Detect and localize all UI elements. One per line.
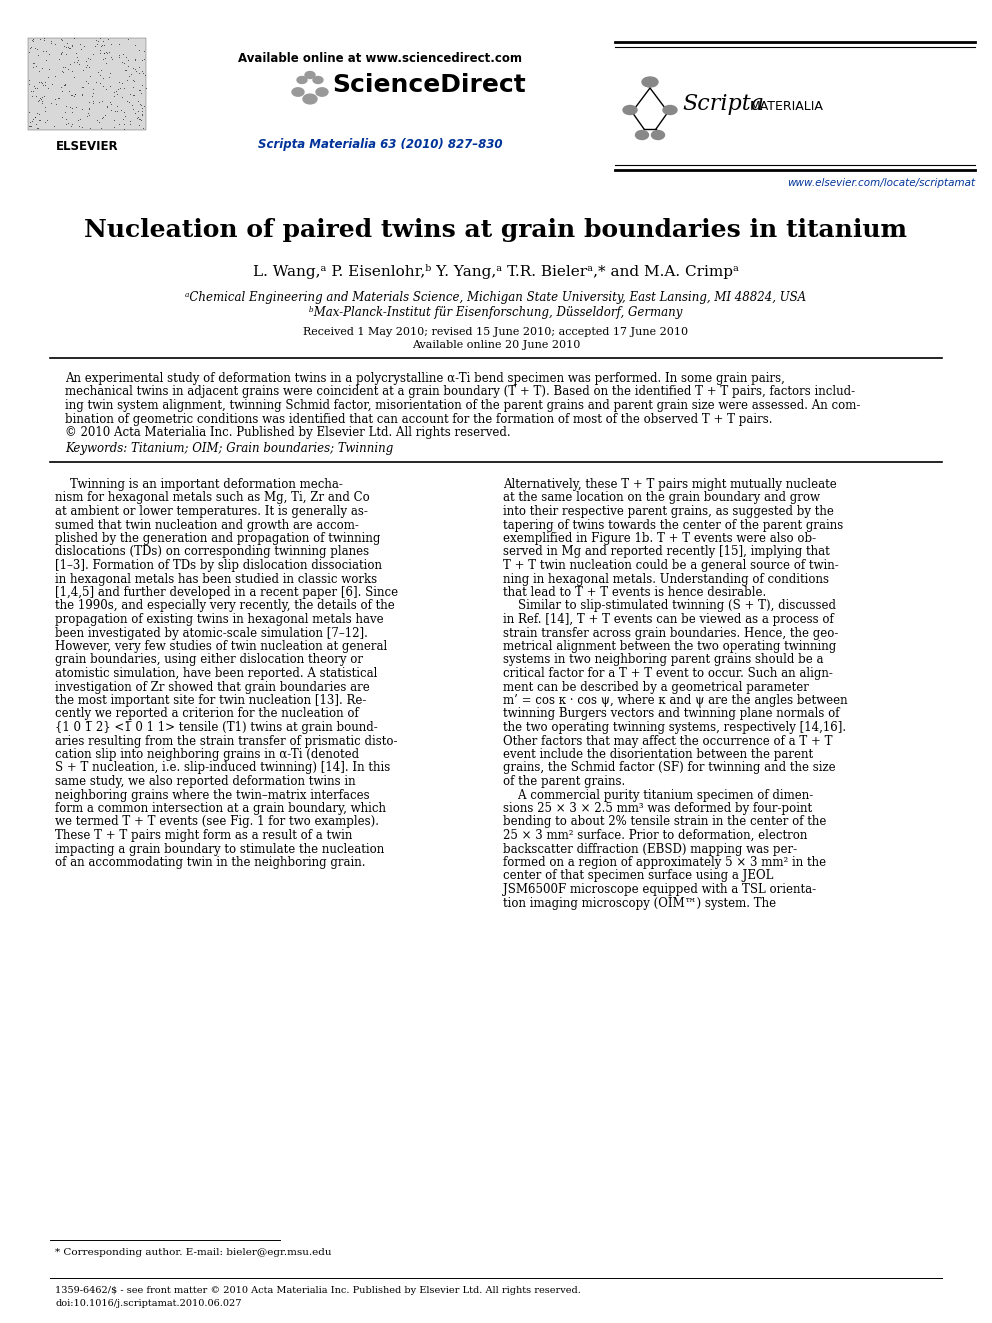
Text: * Corresponding author. E-mail: bieler@egr.msu.edu: * Corresponding author. E-mail: bieler@e… xyxy=(55,1248,331,1257)
Text: sions 25 × 3 × 2.5 mm³ was deformed by four-point: sions 25 × 3 × 2.5 mm³ was deformed by f… xyxy=(503,802,812,815)
Text: [1,4,5] and further developed in a recent paper [6]. Since: [1,4,5] and further developed in a recen… xyxy=(55,586,398,599)
Text: Other factors that may affect the occurrence of a T + T: Other factors that may affect the occurr… xyxy=(503,734,832,747)
Text: grains, the Schmid factor (SF) for twinning and the size: grains, the Schmid factor (SF) for twinn… xyxy=(503,762,835,774)
Text: Alternatively, these T + T pairs might mutually nucleate: Alternatively, these T + T pairs might m… xyxy=(503,478,836,491)
Text: in Ref. [14], T + T events can be viewed as a process of: in Ref. [14], T + T events can be viewed… xyxy=(503,613,833,626)
Text: 25 × 3 mm² surface. Prior to deformation, electron: 25 × 3 mm² surface. Prior to deformation… xyxy=(503,830,807,841)
Text: A commercial purity titanium specimen of dimen-: A commercial purity titanium specimen of… xyxy=(503,789,813,802)
Text: systems in two neighboring parent grains should be a: systems in two neighboring parent grains… xyxy=(503,654,823,667)
Text: Keywords: Titanium; OIM; Grain boundaries; Twinning: Keywords: Titanium; OIM; Grain boundarie… xyxy=(65,442,393,455)
Ellipse shape xyxy=(623,106,637,115)
Text: backscatter diffraction (EBSD) mapping was per-: backscatter diffraction (EBSD) mapping w… xyxy=(503,843,798,856)
Text: bending to about 2% tensile strain in the center of the: bending to about 2% tensile strain in th… xyxy=(503,815,826,828)
Text: at ambient or lower temperatures. It is generally as-: at ambient or lower temperatures. It is … xyxy=(55,505,368,519)
Text: into their respective parent grains, as suggested by the: into their respective parent grains, as … xyxy=(503,505,834,519)
Text: ᵇMax-Planck-Institut für Eisenforschung, Düsseldorf, Germany: ᵇMax-Planck-Institut für Eisenforschung,… xyxy=(310,306,682,319)
Text: © 2010 Acta Materialia Inc. Published by Elsevier Ltd. All rights reserved.: © 2010 Acta Materialia Inc. Published by… xyxy=(65,426,511,439)
Ellipse shape xyxy=(636,131,649,139)
Text: event include the disorientation between the parent: event include the disorientation between… xyxy=(503,747,813,761)
Ellipse shape xyxy=(313,77,323,83)
Text: L. Wang,ᵃ P. Eisenlohr,ᵇ Y. Yang,ᵃ T.R. Bielerᵃ,* and M.A. Crimpᵃ: L. Wang,ᵃ P. Eisenlohr,ᵇ Y. Yang,ᵃ T.R. … xyxy=(253,265,739,279)
FancyBboxPatch shape xyxy=(28,38,146,130)
Ellipse shape xyxy=(652,131,665,139)
Ellipse shape xyxy=(663,106,677,115)
Text: cently we reported a criterion for the nucleation of: cently we reported a criterion for the n… xyxy=(55,708,359,721)
Ellipse shape xyxy=(297,77,307,83)
Text: Twinning is an important deformation mecha-: Twinning is an important deformation mec… xyxy=(55,478,343,491)
Text: propagation of existing twins in hexagonal metals have: propagation of existing twins in hexagon… xyxy=(55,613,384,626)
Text: critical factor for a T + T event to occur. Such an align-: critical factor for a T + T event to occ… xyxy=(503,667,833,680)
Text: ment can be described by a geometrical parameter: ment can be described by a geometrical p… xyxy=(503,680,808,693)
Text: at the same location on the grain boundary and grow: at the same location on the grain bounda… xyxy=(503,492,820,504)
Text: plished by the generation and propagation of twinning: plished by the generation and propagatio… xyxy=(55,532,380,545)
Text: cation slip into neighboring grains in α-Ti (denoted: cation slip into neighboring grains in α… xyxy=(55,747,359,761)
Text: S + T nucleation, i.e. slip-induced twinning) [14]. In this: S + T nucleation, i.e. slip-induced twin… xyxy=(55,762,390,774)
Text: Scripta: Scripta xyxy=(682,93,764,115)
Text: dislocations (TDs) on corresponding twinning planes: dislocations (TDs) on corresponding twin… xyxy=(55,545,369,558)
Text: we termed T + T events (see Fig. 1 for two examples).: we termed T + T events (see Fig. 1 for t… xyxy=(55,815,379,828)
Text: www.elsevier.com/locate/scriptamat: www.elsevier.com/locate/scriptamat xyxy=(787,179,975,188)
Text: ning in hexagonal metals. Understanding of conditions: ning in hexagonal metals. Understanding … xyxy=(503,573,829,586)
Text: ScienceDirect: ScienceDirect xyxy=(332,73,526,97)
Text: formed on a region of approximately 5 × 3 mm² in the: formed on a region of approximately 5 × … xyxy=(503,856,826,869)
Text: {1 0 1̅ 2} <1̅ 0 1 1> tensile (T1) twins at grain bound-: {1 0 1̅ 2} <1̅ 0 1 1> tensile (T1) twins… xyxy=(55,721,378,734)
Text: atomistic simulation, have been reported. A statistical: atomistic simulation, have been reported… xyxy=(55,667,377,680)
Text: MATERIALIA: MATERIALIA xyxy=(750,101,824,112)
Text: of the parent grains.: of the parent grains. xyxy=(503,775,625,789)
Text: However, very few studies of twin nucleation at general: However, very few studies of twin nuclea… xyxy=(55,640,387,654)
Text: the two operating twinning systems, respectively [14,16].: the two operating twinning systems, resp… xyxy=(503,721,846,734)
Text: JSM6500F microscope equipped with a TSL orienta-: JSM6500F microscope equipped with a TSL … xyxy=(503,882,816,896)
Text: Received 1 May 2010; revised 15 June 2010; accepted 17 June 2010: Received 1 May 2010; revised 15 June 201… xyxy=(304,327,688,337)
Text: sumed that twin nucleation and growth are accom-: sumed that twin nucleation and growth ar… xyxy=(55,519,359,532)
Text: neighboring grains where the twin–matrix interfaces: neighboring grains where the twin–matrix… xyxy=(55,789,370,802)
Text: center of that specimen surface using a JEOL: center of that specimen surface using a … xyxy=(503,869,774,882)
Text: impacting a grain boundary to stimulate the nucleation: impacting a grain boundary to stimulate … xyxy=(55,843,384,856)
Text: m’ = cos κ · cos ψ, where κ and ψ are the angles between: m’ = cos κ · cos ψ, where κ and ψ are th… xyxy=(503,695,847,706)
Text: aries resulting from the strain transfer of prismatic disto-: aries resulting from the strain transfer… xyxy=(55,734,398,747)
Text: been investigated by atomic-scale simulation [7–12].: been investigated by atomic-scale simula… xyxy=(55,627,368,639)
Text: Similar to slip-stimulated twinning (S + T), discussed: Similar to slip-stimulated twinning (S +… xyxy=(503,599,836,613)
Text: Available online 20 June 2010: Available online 20 June 2010 xyxy=(412,340,580,351)
Text: Nucleation of paired twins at grain boundaries in titanium: Nucleation of paired twins at grain boun… xyxy=(84,218,908,242)
Text: Scripta Materialia 63 (2010) 827–830: Scripta Materialia 63 (2010) 827–830 xyxy=(258,138,502,151)
Ellipse shape xyxy=(292,87,304,97)
Text: nism for hexagonal metals such as Mg, Ti, Zr and Co: nism for hexagonal metals such as Mg, Ti… xyxy=(55,492,370,504)
Ellipse shape xyxy=(316,87,328,97)
Text: grain boundaries, using either dislocation theory or: grain boundaries, using either dislocati… xyxy=(55,654,363,667)
Text: doi:10.1016/j.scriptamat.2010.06.027: doi:10.1016/j.scriptamat.2010.06.027 xyxy=(55,1299,241,1308)
Text: investigation of Zr showed that grain boundaries are: investigation of Zr showed that grain bo… xyxy=(55,680,370,693)
Text: the most important site for twin nucleation [13]. Re-: the most important site for twin nucleat… xyxy=(55,695,366,706)
Text: in hexagonal metals has been studied in classic works: in hexagonal metals has been studied in … xyxy=(55,573,377,586)
Text: that lead to T + T events is hence desirable.: that lead to T + T events is hence desir… xyxy=(503,586,766,599)
Text: tion imaging microscopy (OIM™) system. The: tion imaging microscopy (OIM™) system. T… xyxy=(503,897,776,909)
Text: same study, we also reported deformation twins in: same study, we also reported deformation… xyxy=(55,775,355,789)
Text: ᵃChemical Engineering and Materials Science, Michigan State University, East Lan: ᵃChemical Engineering and Materials Scie… xyxy=(186,291,806,304)
Text: Available online at www.sciencedirect.com: Available online at www.sciencedirect.co… xyxy=(238,52,522,65)
Text: the 1990s, and especially very recently, the details of the: the 1990s, and especially very recently,… xyxy=(55,599,395,613)
Text: metrical alignment between the two operating twinning: metrical alignment between the two opera… xyxy=(503,640,836,654)
Text: ing twin system alignment, twinning Schmid factor, misorientation of the parent : ing twin system alignment, twinning Schm… xyxy=(65,400,860,411)
Text: T + T twin nucleation could be a general source of twin-: T + T twin nucleation could be a general… xyxy=(503,560,839,572)
Text: bination of geometric conditions was identified that can account for the formati: bination of geometric conditions was ide… xyxy=(65,413,773,426)
Text: of an accommodating twin in the neighboring grain.: of an accommodating twin in the neighbor… xyxy=(55,856,365,869)
Ellipse shape xyxy=(305,71,315,78)
Text: twinning Burgers vectors and twinning plane normals of: twinning Burgers vectors and twinning pl… xyxy=(503,708,839,721)
Text: exemplified in Figure 1b. T + T events were also ob-: exemplified in Figure 1b. T + T events w… xyxy=(503,532,816,545)
Text: form a common intersection at a grain boundary, which: form a common intersection at a grain bo… xyxy=(55,802,386,815)
Text: served in Mg and reported recently [15], implying that: served in Mg and reported recently [15],… xyxy=(503,545,829,558)
Text: ELSEVIER: ELSEVIER xyxy=(56,140,118,153)
Text: An experimental study of deformation twins in a polycrystalline α-Ti bend specim: An experimental study of deformation twi… xyxy=(65,372,785,385)
Text: strain transfer across grain boundaries. Hence, the geo-: strain transfer across grain boundaries.… xyxy=(503,627,838,639)
Text: These T + T pairs might form as a result of a twin: These T + T pairs might form as a result… xyxy=(55,830,352,841)
Text: mechanical twins in adjacent grains were coincident at a grain boundary (T + T).: mechanical twins in adjacent grains were… xyxy=(65,385,855,398)
Ellipse shape xyxy=(642,77,658,87)
Ellipse shape xyxy=(303,94,317,105)
Text: [1–3]. Formation of TDs by slip dislocation dissociation: [1–3]. Formation of TDs by slip dislocat… xyxy=(55,560,382,572)
Text: tapering of twins towards the center of the parent grains: tapering of twins towards the center of … xyxy=(503,519,843,532)
Text: 1359-6462/$ - see front matter © 2010 Acta Materialia Inc. Published by Elsevier: 1359-6462/$ - see front matter © 2010 Ac… xyxy=(55,1286,581,1295)
